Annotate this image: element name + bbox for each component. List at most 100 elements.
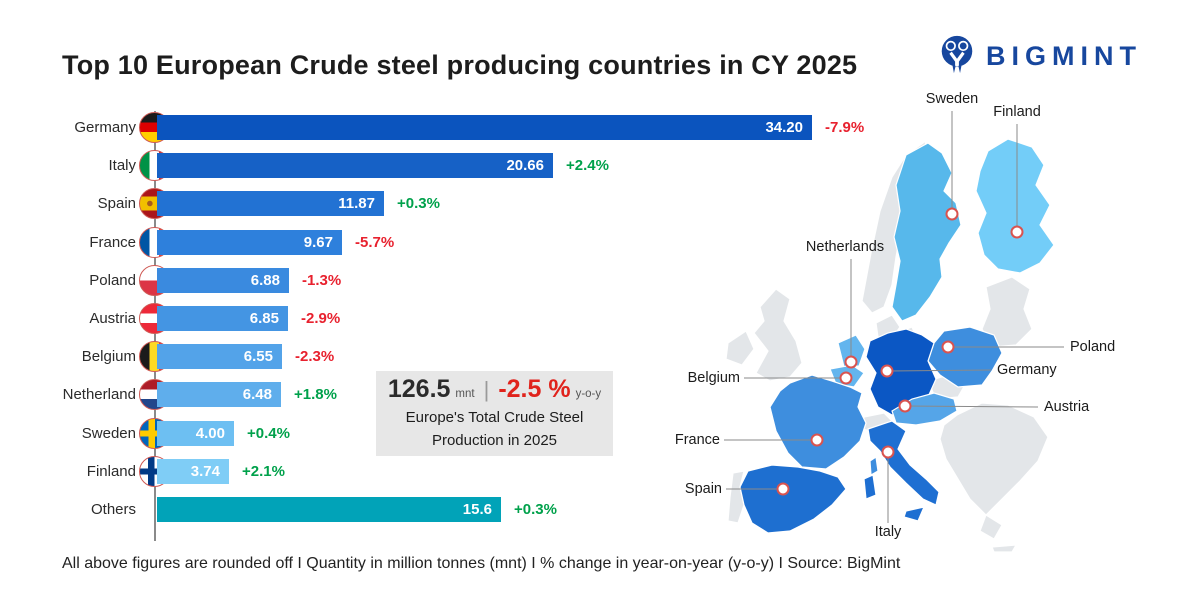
country-label: Austria: [89, 310, 136, 327]
map-marker-belgium: [839, 371, 853, 385]
total-change-value: -2.5 %: [498, 374, 571, 403]
footnote: All above figures are rounded off I Quan…: [62, 555, 901, 572]
bar-value-label: 15.6: [462, 501, 492, 518]
bar-value-label: 20.66: [506, 157, 544, 175]
country-label: Finland: [86, 462, 136, 480]
bigmint-logo: BIGMINT: [936, 32, 1142, 81]
bar-row-france: France 9.67 -5.7%: [0, 224, 940, 262]
total-production-summary-box: 126.5 mnt | -2.5 % y-o-y Europe's Total …: [376, 371, 613, 456]
summary-divider: |: [483, 376, 490, 402]
country-spain: [739, 464, 847, 534]
bar-row-italy: Italy 20.66 +2.4%: [0, 147, 940, 185]
yoy-change-label: +0.4%: [247, 424, 290, 442]
country-label: France: [89, 233, 136, 251]
yoy-change-label: -7.9%: [825, 119, 865, 136]
country-finland: [975, 138, 1055, 274]
yoy-change-label: +0.3%: [514, 501, 557, 518]
country-ireland: [725, 330, 755, 366]
summary-caption-line2: Production in 2025: [431, 432, 558, 449]
map-annotations: [724, 111, 1064, 523]
map-label-poland: Poland: [1070, 339, 1116, 355]
leader-line-austria: [904, 405, 1039, 408]
map-label-spain: Spain: [684, 481, 722, 497]
summary-caption-line1: Europe's Total Crude Steel: [405, 408, 584, 426]
production-bar: 6.85: [157, 306, 288, 331]
country-austria: [891, 392, 958, 426]
country-label: Germany: [74, 119, 136, 136]
bar-row-belgium: Belgium 6.55 -2.3%: [0, 338, 940, 376]
production-bar: 11.87: [157, 191, 384, 217]
region-balkans: [939, 402, 1049, 516]
bigmint-logo-icon: [936, 32, 978, 81]
production-bar: 6.55: [157, 344, 282, 370]
map-marker-sweden: [945, 207, 959, 221]
bar-value-label: 9.67: [303, 233, 333, 251]
yoy-change-label: +2.4%: [566, 157, 609, 175]
production-bar: 4.00: [157, 420, 234, 446]
production-bar: 15.6: [157, 497, 501, 522]
yoy-change-label: -5.7%: [355, 233, 395, 251]
map-label-italy: Italy: [874, 524, 902, 540]
europe-map-svg: [724, 111, 1064, 553]
map-marker-finland: [1010, 225, 1024, 239]
bar-row-others: Others 15.6 +0.3%: [0, 491, 940, 529]
country-baltics: [981, 276, 1033, 348]
summary-figures: 126.5 mnt | -2.5 % y-o-y: [388, 375, 601, 404]
production-bar: 6.88: [157, 267, 289, 293]
map-label-france: France: [674, 432, 720, 448]
bar-value-label: 34.20: [765, 119, 803, 136]
bar-row-poland: Poland 6.88 -1.3%: [0, 262, 940, 300]
country-uk: [753, 288, 803, 382]
yoy-change-label: +1.8%: [294, 386, 337, 404]
production-bar: 20.66: [157, 153, 553, 179]
bar-row-finland: Finland 3.74 +2.1%: [0, 453, 940, 491]
bar-row-netherland: Netherland 6.48 +1.8%: [0, 376, 940, 414]
country-greece: [979, 514, 1003, 540]
island-crete: [991, 544, 1018, 553]
map-label-belgium: Belgium: [687, 370, 740, 386]
bar-chart: Germany 34.20 -7.9% Italy 20.66 +2.4% Spain 11.…: [0, 109, 940, 549]
yoy-change-label: -2.9%: [301, 310, 341, 327]
country-label: Spain: [97, 195, 136, 213]
island-sicily: [903, 506, 926, 522]
country-sweden: [891, 142, 962, 322]
country-label: Poland: [89, 271, 136, 289]
map-marker-austria: [898, 399, 912, 413]
leader-line-germany: [886, 369, 992, 372]
yoy-change-label: -1.3%: [302, 271, 342, 289]
map-marker-france: [810, 433, 824, 447]
map-label-netherlands: Netherlands: [805, 239, 885, 255]
map-marker-italy: [881, 445, 895, 459]
bar-row-austria: Austria 6.85 -2.9%: [0, 300, 940, 338]
bar-value-label: 6.48: [242, 386, 272, 404]
map-countries: [725, 138, 1055, 553]
country-label: Netherland: [62, 386, 136, 404]
map-label-austria: Austria: [1044, 399, 1090, 415]
map-marker-poland: [941, 340, 955, 354]
country-label: Belgium: [81, 348, 136, 366]
country-france: [769, 374, 867, 470]
production-bar: 3.74: [157, 458, 229, 484]
map-marker-spain: [776, 482, 790, 496]
bar-value-label: 6.55: [243, 348, 273, 366]
country-label: Italy: [108, 157, 136, 175]
bar-row-germany: Germany 34.20 -7.9%: [0, 109, 940, 147]
yoy-change-label: -2.3%: [295, 348, 335, 366]
bigmint-logo-text: BIGMINT: [986, 41, 1142, 71]
europe-map: Sweden Finland Netherlands Belgium Poland Ger…: [640, 85, 1200, 555]
yoy-change-label: +0.3%: [397, 195, 440, 213]
map-label-sweden: Sweden: [925, 91, 979, 107]
production-bar: 34.20: [157, 115, 812, 140]
island-corsica: [869, 455, 879, 476]
total-change-unit: y-o-y: [575, 387, 602, 400]
bar-value-label: 3.74: [190, 462, 220, 480]
production-bar: 9.67: [157, 229, 342, 255]
country-label: Others: [90, 501, 136, 518]
bar-row-sweden: Sweden 4.00 +0.4%: [0, 415, 940, 453]
map-marker-netherlands: [844, 355, 858, 369]
bar-value-label: 11.87: [338, 195, 375, 213]
map-label-germany: Germany: [997, 362, 1057, 378]
map-marker-germany: [880, 364, 894, 378]
summary-caption: Europe's Total Crude Steel Production in…: [406, 406, 584, 453]
